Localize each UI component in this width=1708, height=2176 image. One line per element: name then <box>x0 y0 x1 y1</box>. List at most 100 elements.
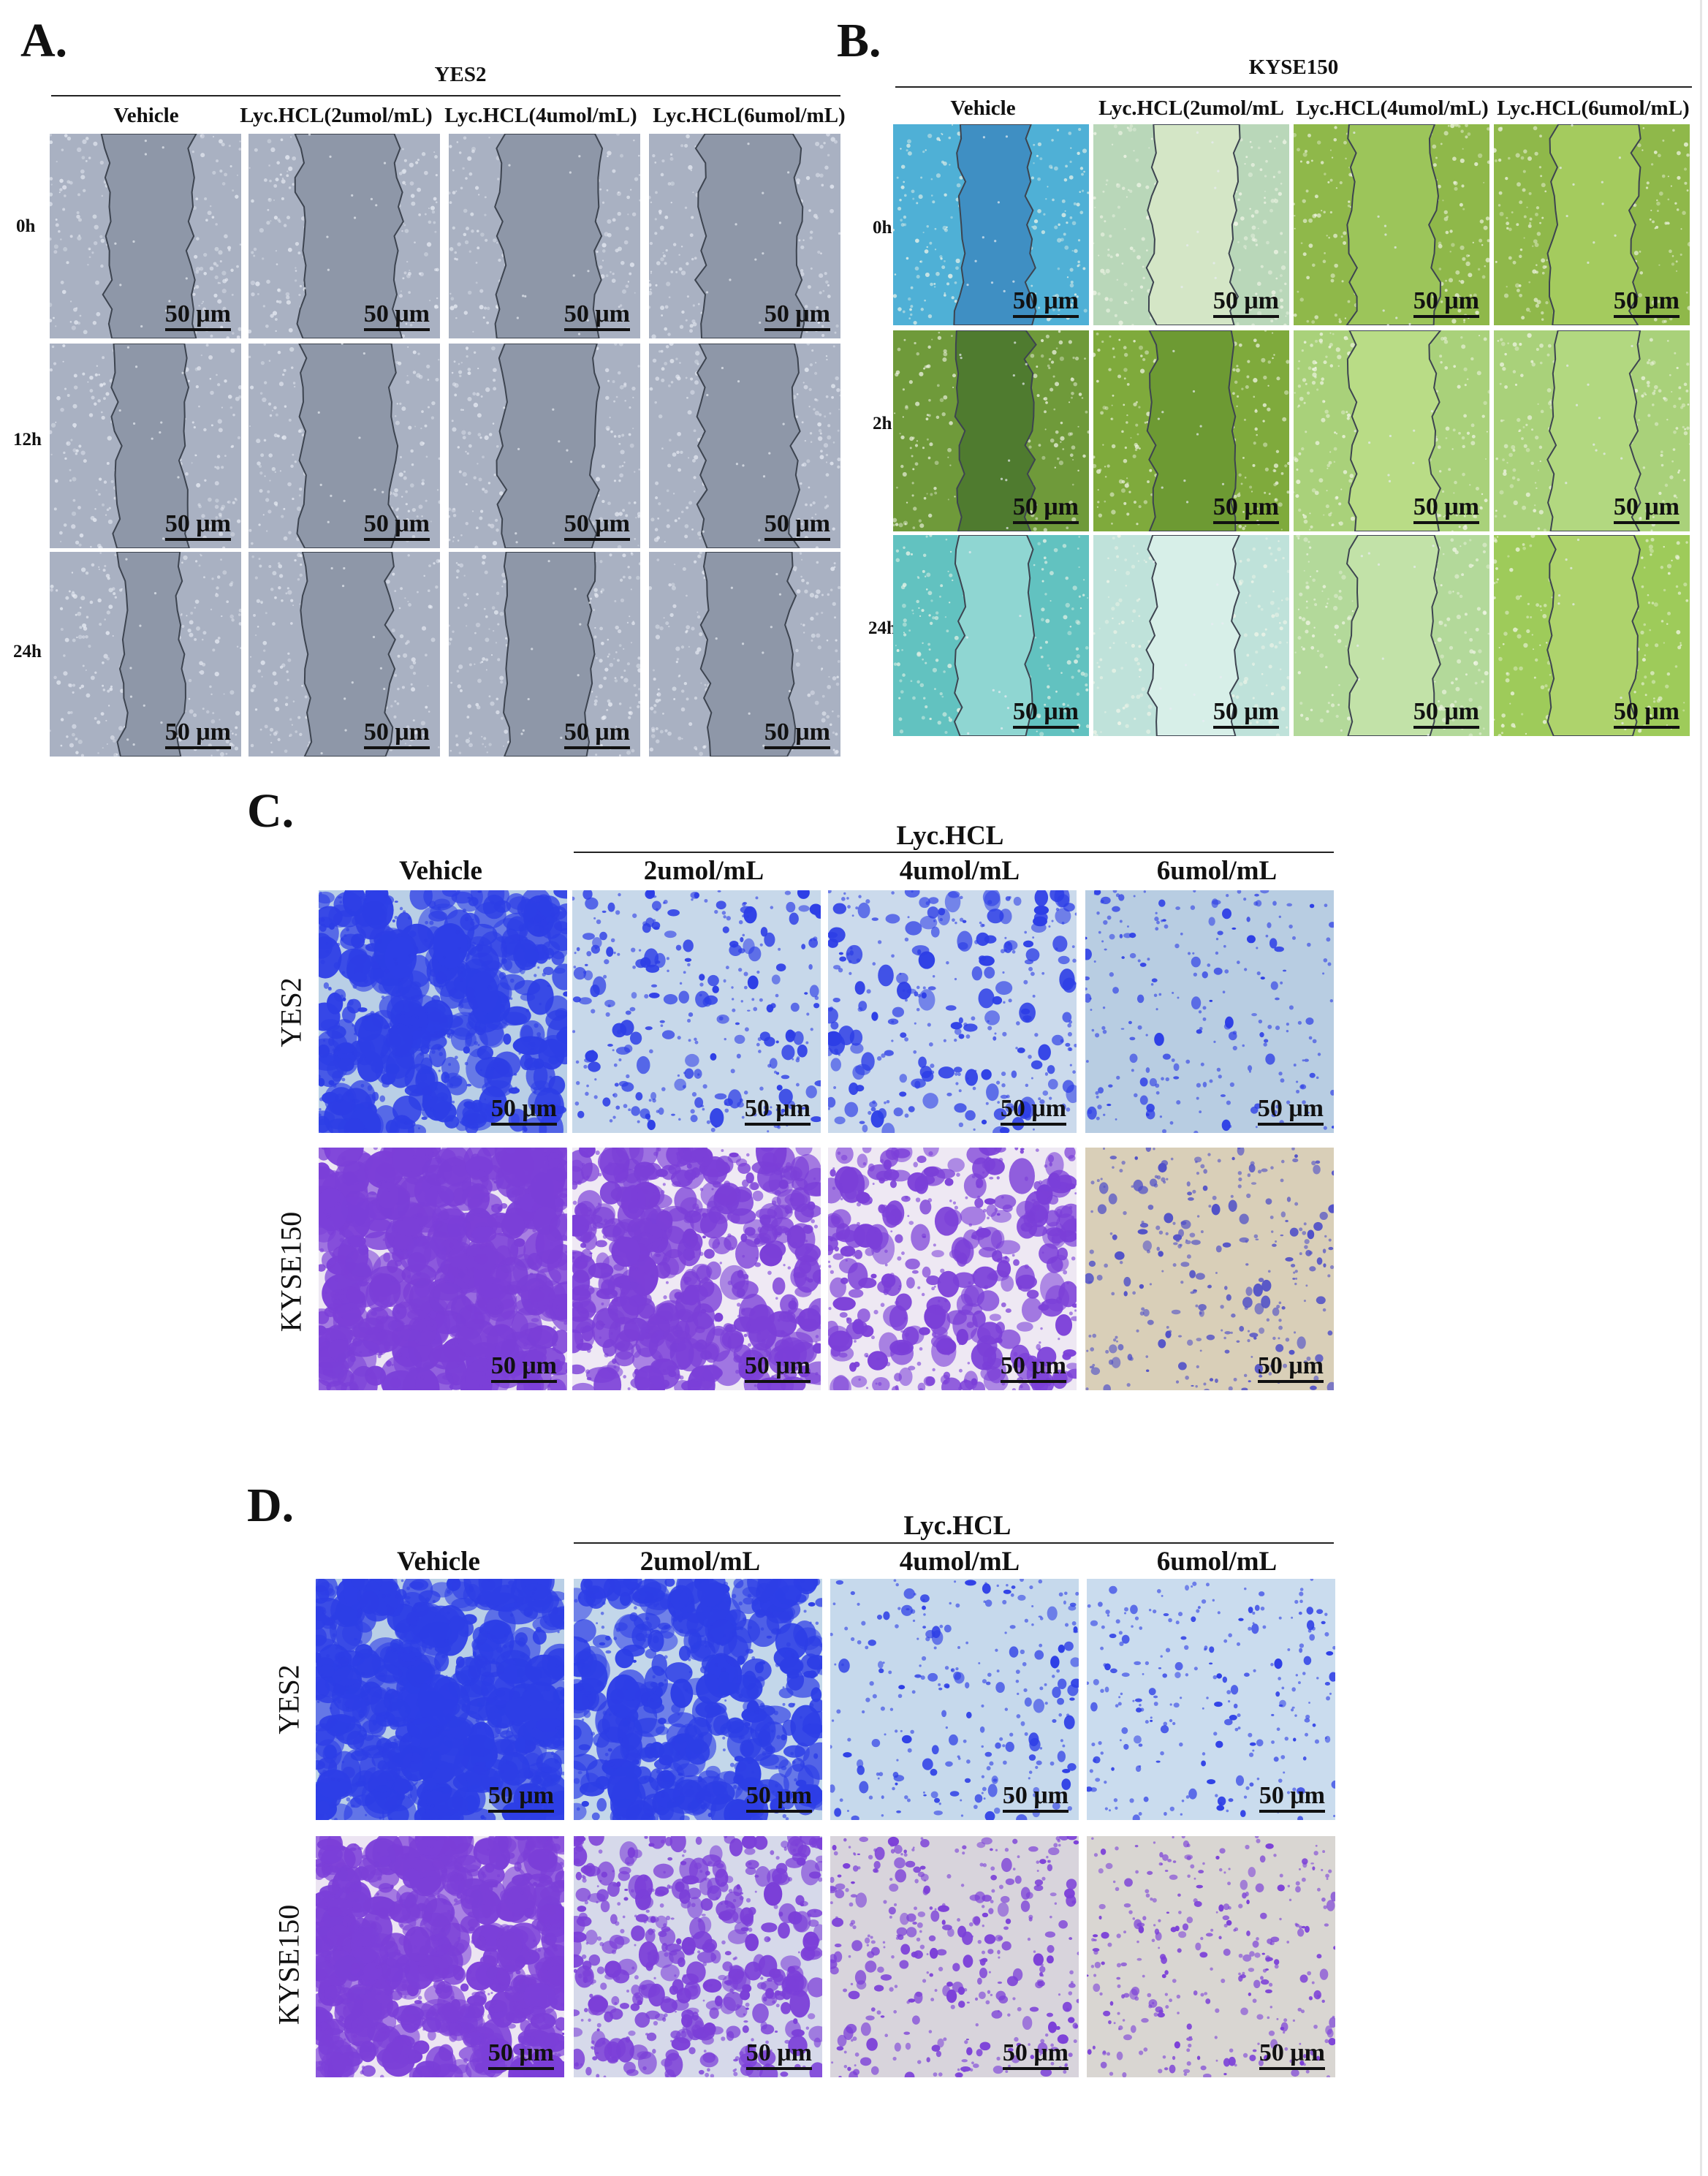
panel-c-micrograph-r2-c4: 50 μm <box>1085 1148 1334 1390</box>
panel-a-micrograph-r2-c2: 50 μm <box>248 344 440 548</box>
panel-c-micrograph-r1-c1: 50 μm <box>319 890 567 1133</box>
scale-bar-line <box>563 328 630 331</box>
page-edge-line <box>1700 0 1702 2176</box>
scale-bar: 50 μm <box>1259 1783 1325 1813</box>
panel-b-header-rule <box>895 86 1692 88</box>
scale-bar-line <box>563 538 630 541</box>
scale-bar-label: 50 μm <box>490 1352 557 1379</box>
scale-bar: 50 μm <box>764 512 830 541</box>
scale-bar-label: 50 μm <box>1413 698 1479 725</box>
scale-bar-label: 50 μm <box>164 510 231 537</box>
panel-a-row-0h: 0h <box>16 216 36 236</box>
scale-bar: 50 μm <box>164 720 231 749</box>
scale-bar-line <box>487 2067 554 2070</box>
scale-bar-label: 50 μm <box>745 2039 812 2066</box>
panel-b-micrograph-r2-c4: 50 μm <box>1494 330 1690 531</box>
scale-bar: 50 μm <box>744 1354 811 1383</box>
scale-bar: 50 μm <box>164 302 231 331</box>
panel-b-micrograph-r2-c2: 50 μm <box>1093 330 1289 531</box>
scale-bar: 50 μm <box>563 300 630 331</box>
scale-bar-line <box>1613 521 1679 524</box>
scale-bar-line <box>764 538 830 541</box>
panel-a-micrograph-r3-c2: 50 μm <box>248 552 440 757</box>
panel-b-micrograph-r1-c2: 50 μm <box>1093 124 1289 325</box>
scale-bar-line <box>1212 315 1279 318</box>
panel-a-col-2umol: Lyc.HCL(2umol/mL) <box>240 104 433 127</box>
scale-bar-line <box>1613 315 1679 318</box>
scale-bar-label: 50 μm <box>1012 698 1079 725</box>
panel-b-row-24h: 24h <box>868 618 897 638</box>
scale-bar-line <box>164 538 231 541</box>
panel-c-micrograph-r2-c3: 50 μm <box>828 1148 1077 1390</box>
scale-bar-line <box>1212 521 1279 524</box>
scale-bar-line <box>764 746 830 749</box>
panel-a-row-24h: 24h <box>13 642 42 661</box>
panel-d-micrograph-r1-c3: 50 μm <box>830 1579 1079 1820</box>
scale-bar-label: 50 μm <box>1212 493 1279 520</box>
scale-bar: 50 μm <box>490 1095 557 1126</box>
scale-bar: 50 μm <box>1002 1783 1069 1813</box>
scale-bar-label: 50 μm <box>1212 287 1279 314</box>
panel-b-col-4umol: Lyc.HCL(4umol/mL) <box>1296 96 1489 120</box>
scale-bar-line <box>164 746 231 749</box>
scale-bar: 50 μm <box>1000 1096 1066 1126</box>
scale-bar-line <box>363 746 430 749</box>
scale-bar: 50 μm <box>1000 1354 1066 1383</box>
scale-bar: 50 μm <box>1257 1095 1324 1126</box>
scale-bar-label: 50 μm <box>487 2039 554 2066</box>
panel-c-header-rule <box>574 852 1334 853</box>
scale-bar-line <box>1012 521 1079 524</box>
scale-bar-line <box>744 1380 811 1383</box>
scale-bar-line <box>1259 1810 1325 1813</box>
panel-b-letter: B. <box>837 14 881 67</box>
panel-d-col-2umol: 2umol/mL <box>639 1547 761 1577</box>
scale-bar-line <box>1413 315 1479 318</box>
scale-bar: 50 μm <box>563 720 630 749</box>
panel-b-col-2umol: Lyc.HCL(2umol/mL <box>1098 96 1284 120</box>
scale-bar-label: 50 μm <box>1012 493 1079 520</box>
scale-bar-label: 50 μm <box>1257 1095 1324 1122</box>
panel-c-micrograph-r2-c2: 50 μm <box>572 1148 821 1390</box>
scale-bar: 50 μm <box>745 1783 812 1813</box>
panel-a-micrograph-r3-c1: 50 μm <box>50 552 241 757</box>
panel-a-micrograph-r3-c4: 50 μm <box>649 552 840 757</box>
scale-bar-line <box>745 1810 812 1813</box>
panel-c-col-4umol: 4umol/mL <box>899 856 1020 886</box>
scale-bar-label: 50 μm <box>1613 698 1679 725</box>
scale-bar-line <box>764 328 830 331</box>
scale-bar-label: 50 μm <box>1413 493 1479 520</box>
scale-bar-line <box>1413 726 1479 729</box>
panel-b-micrograph-r1-c4: 50 μm <box>1494 124 1690 325</box>
panel-c-col-vehicle: Vehicle <box>399 856 482 886</box>
panel-b-col-6umol: Lyc.HCL(6umol/mL) <box>1497 96 1690 120</box>
panel-c-treatment: Lyc.HCL <box>896 821 1004 851</box>
panel-d-treatment: Lyc.HCL <box>903 1511 1011 1541</box>
scale-bar-label: 50 μm <box>764 300 830 327</box>
scale-bar-label: 50 μm <box>764 510 830 537</box>
scale-bar-label: 50 μm <box>1212 698 1279 725</box>
panel-a-micrograph-r1-c2: 50 μm <box>248 134 440 338</box>
panel-c-row-yes2: YES2 <box>274 977 308 1047</box>
panel-d-micrograph-r1-c4: 50 μm <box>1087 1579 1335 1820</box>
scale-bar: 50 μm <box>1413 495 1479 524</box>
scale-bar: 50 μm <box>1012 289 1079 318</box>
panel-a-micrograph-r2-c3: 50 μm <box>449 344 640 548</box>
panel-c-row-kyse150: KYSE150 <box>274 1211 308 1332</box>
scale-bar: 50 μm <box>487 1783 554 1813</box>
scale-bar-label: 50 μm <box>490 1095 557 1122</box>
scale-bar: 50 μm <box>164 510 231 541</box>
panel-c-micrograph-r1-c4: 50 μm <box>1085 890 1334 1133</box>
panel-a-row-12h: 12h <box>13 430 42 450</box>
scale-bar: 50 μm <box>1002 2041 1069 2070</box>
scale-bar-label: 50 μm <box>1257 1352 1324 1379</box>
panel-c-micrograph-r2-c1: 50 μm <box>319 1148 567 1390</box>
scale-bar-line <box>1257 1123 1324 1126</box>
scale-bar-line <box>1012 726 1079 729</box>
scale-bar: 50 μm <box>1613 698 1679 729</box>
scale-bar-label: 50 μm <box>1613 287 1679 314</box>
scale-bar-label: 50 μm <box>363 719 430 746</box>
panel-b-cell-line: KYSE150 <box>1248 56 1339 79</box>
scale-bar-label: 50 μm <box>563 300 630 327</box>
scale-bar: 50 μm <box>1613 495 1679 524</box>
scale-bar: 50 μm <box>764 720 830 749</box>
